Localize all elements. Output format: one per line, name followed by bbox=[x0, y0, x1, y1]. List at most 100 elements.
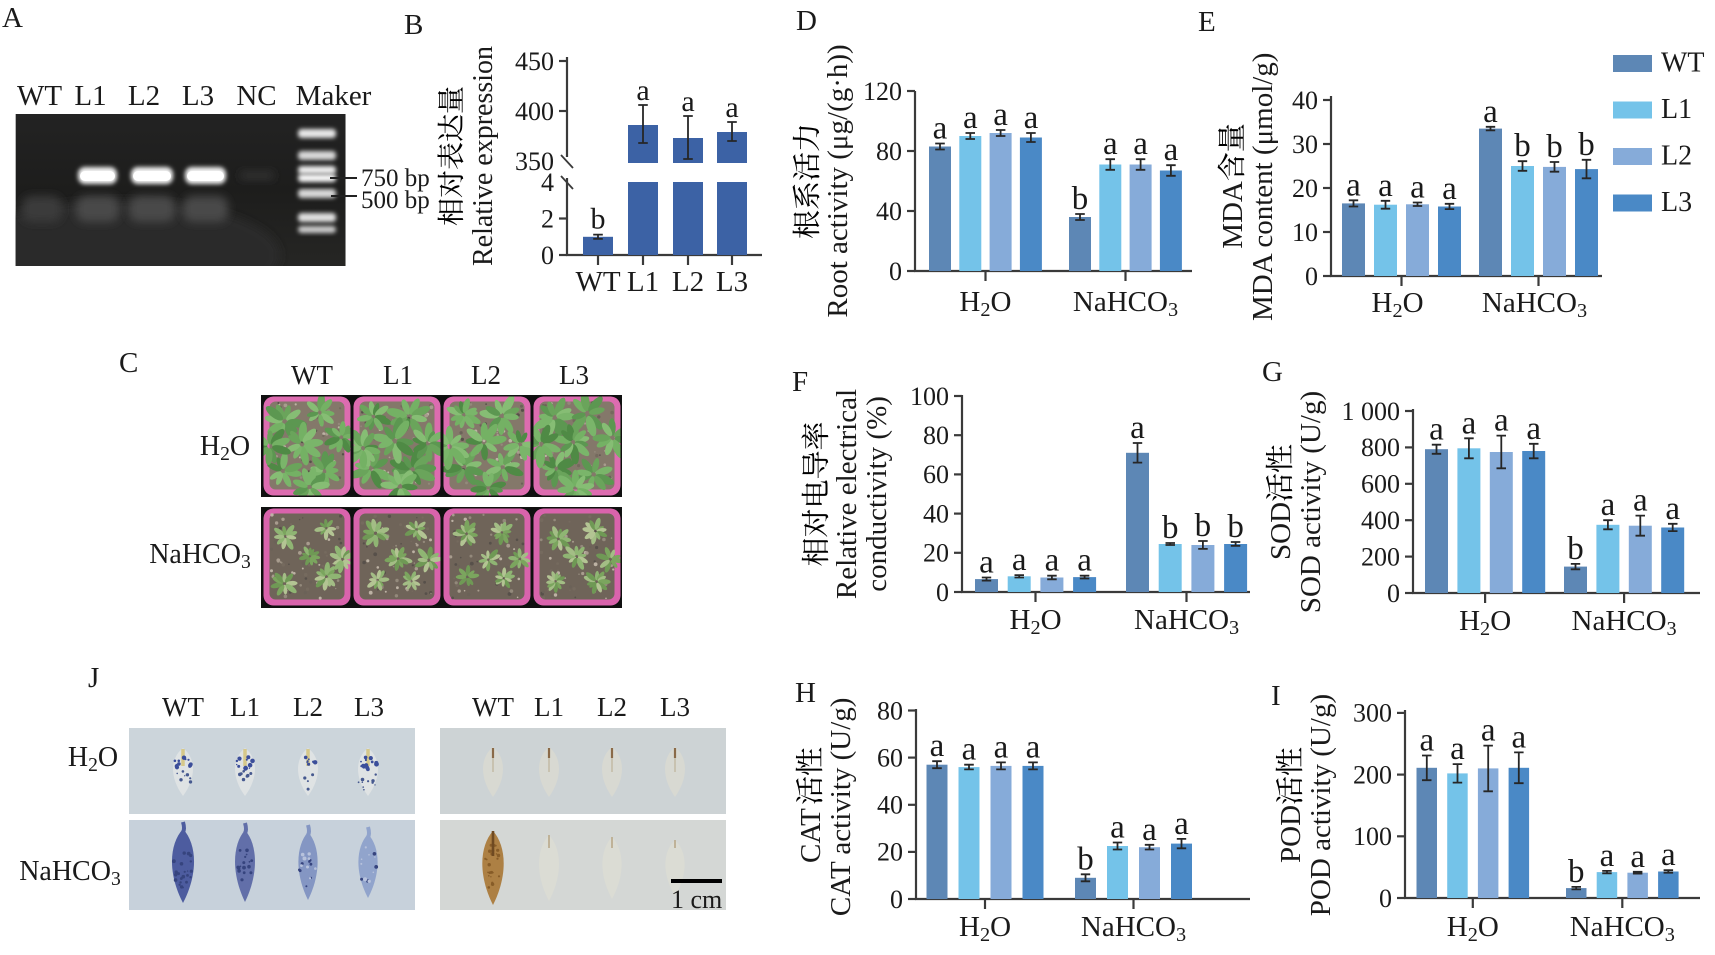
svg-text:L2: L2 bbox=[128, 80, 160, 112]
svg-text:20: 20 bbox=[1292, 174, 1318, 203]
svg-text:E: E bbox=[1198, 6, 1216, 38]
svg-text:20: 20 bbox=[877, 838, 903, 867]
svg-text:F: F bbox=[792, 366, 808, 398]
svg-text:L2: L2 bbox=[672, 266, 704, 298]
svg-text:a: a bbox=[1419, 723, 1434, 759]
svg-text:L3: L3 bbox=[182, 80, 214, 112]
svg-text:a: a bbox=[1481, 713, 1496, 749]
svg-text:Root activity (μg/(g·h)): Root activity (μg/(g·h)) bbox=[822, 44, 854, 317]
svg-text:CAT activity (U/g): CAT activity (U/g) bbox=[825, 698, 857, 917]
svg-text:A: A bbox=[2, 2, 23, 34]
svg-text:NaHCO3: NaHCO3 bbox=[1073, 286, 1178, 321]
svg-text:WT: WT bbox=[162, 692, 204, 722]
svg-text:SOD: SOD bbox=[1265, 502, 1297, 560]
svg-text:120: 120 bbox=[863, 77, 902, 106]
svg-text:20: 20 bbox=[923, 539, 949, 568]
svg-text:b: b bbox=[1546, 129, 1563, 165]
svg-text:0: 0 bbox=[936, 578, 949, 607]
svg-text:NaHCO3: NaHCO3 bbox=[1570, 911, 1675, 946]
svg-text:450: 450 bbox=[515, 47, 554, 76]
svg-text:a: a bbox=[1110, 810, 1125, 846]
svg-text:30: 30 bbox=[1292, 130, 1318, 159]
svg-text:40: 40 bbox=[1292, 86, 1318, 115]
svg-text:a: a bbox=[1077, 543, 1092, 579]
svg-text:L2: L2 bbox=[1661, 141, 1692, 172]
svg-text:a: a bbox=[963, 100, 978, 136]
svg-text:H2O: H2O bbox=[1010, 604, 1062, 639]
svg-text:60: 60 bbox=[923, 460, 949, 489]
svg-text:a: a bbox=[1633, 483, 1648, 519]
svg-text:L2: L2 bbox=[597, 692, 627, 722]
svg-text:NaHCO3: NaHCO3 bbox=[1134, 604, 1239, 639]
svg-text:a: a bbox=[1483, 94, 1498, 130]
svg-text:100: 100 bbox=[1353, 822, 1392, 851]
svg-text:L3: L3 bbox=[716, 266, 748, 298]
svg-text:a: a bbox=[1130, 410, 1145, 446]
svg-text:B: B bbox=[404, 9, 423, 41]
svg-text:a: a bbox=[1164, 132, 1179, 168]
svg-text:WT: WT bbox=[17, 80, 62, 112]
svg-text:a: a bbox=[1511, 719, 1526, 755]
svg-text:a: a bbox=[962, 732, 977, 768]
svg-text:L3: L3 bbox=[660, 692, 690, 722]
svg-text:60: 60 bbox=[877, 744, 903, 773]
svg-text:D: D bbox=[796, 5, 817, 37]
svg-text:b: b bbox=[1514, 128, 1531, 164]
svg-text:Relative expression: Relative expression bbox=[468, 46, 499, 266]
svg-text:a: a bbox=[1142, 812, 1157, 848]
svg-text:a: a bbox=[1630, 839, 1645, 875]
svg-text:Maker: Maker bbox=[296, 80, 372, 112]
svg-text:a: a bbox=[1346, 167, 1361, 203]
svg-text:L1: L1 bbox=[534, 692, 564, 722]
svg-text:b: b bbox=[1072, 181, 1089, 217]
svg-text:C: C bbox=[119, 347, 138, 379]
svg-text:L1: L1 bbox=[1661, 94, 1692, 125]
svg-text:a: a bbox=[1103, 126, 1118, 162]
svg-text:NC: NC bbox=[236, 80, 276, 112]
svg-text:10: 10 bbox=[1292, 218, 1318, 247]
svg-text:200: 200 bbox=[1353, 760, 1392, 789]
svg-text:H2O: H2O bbox=[1459, 605, 1511, 640]
svg-text:400: 400 bbox=[515, 97, 554, 126]
svg-text:a: a bbox=[1494, 403, 1509, 439]
svg-text:400: 400 bbox=[1361, 506, 1400, 535]
svg-text:a: a bbox=[1026, 729, 1041, 765]
svg-text:80: 80 bbox=[923, 421, 949, 450]
svg-text:a: a bbox=[993, 97, 1008, 133]
svg-text:1 000: 1 000 bbox=[1342, 397, 1401, 426]
svg-text:WT: WT bbox=[575, 266, 620, 298]
svg-text:a: a bbox=[681, 85, 694, 118]
svg-text:NaHCO3: NaHCO3 bbox=[1572, 605, 1677, 640]
svg-text:a: a bbox=[979, 545, 994, 581]
svg-text:a: a bbox=[725, 91, 738, 124]
svg-text:POD activity (U/g): POD activity (U/g) bbox=[1305, 694, 1337, 916]
svg-text:750 bp: 750 bp bbox=[361, 165, 430, 192]
svg-text:a: a bbox=[933, 111, 948, 147]
svg-text:500 bp: 500 bp bbox=[361, 187, 430, 214]
svg-text:b: b bbox=[1568, 854, 1585, 890]
svg-text:NaHCO3: NaHCO3 bbox=[1081, 911, 1186, 946]
svg-text:a: a bbox=[1462, 405, 1477, 441]
svg-text:L3: L3 bbox=[559, 360, 589, 390]
svg-text:40: 40 bbox=[876, 197, 902, 226]
svg-text:a: a bbox=[1174, 806, 1189, 842]
svg-text:a: a bbox=[994, 729, 1009, 765]
svg-text:L1: L1 bbox=[230, 692, 260, 722]
svg-text:0: 0 bbox=[1387, 579, 1400, 608]
svg-text:b: b bbox=[591, 203, 606, 236]
svg-text:L1: L1 bbox=[383, 360, 413, 390]
svg-text:CAT: CAT bbox=[795, 808, 827, 863]
svg-text:b: b bbox=[1227, 509, 1244, 545]
svg-text:a: a bbox=[1024, 100, 1039, 136]
svg-text:a: a bbox=[1012, 542, 1027, 578]
svg-text:a: a bbox=[1442, 171, 1457, 207]
svg-text:POD: POD bbox=[1275, 805, 1307, 863]
svg-text:a: a bbox=[1526, 411, 1541, 447]
svg-text:a: a bbox=[636, 74, 649, 107]
svg-text:I: I bbox=[1271, 680, 1281, 712]
svg-text:WT: WT bbox=[291, 360, 333, 390]
svg-text:40: 40 bbox=[923, 499, 949, 528]
svg-text:0: 0 bbox=[889, 257, 902, 286]
svg-text:SOD activity (U/g): SOD activity (U/g) bbox=[1295, 391, 1327, 613]
svg-text:b: b bbox=[1162, 510, 1179, 546]
